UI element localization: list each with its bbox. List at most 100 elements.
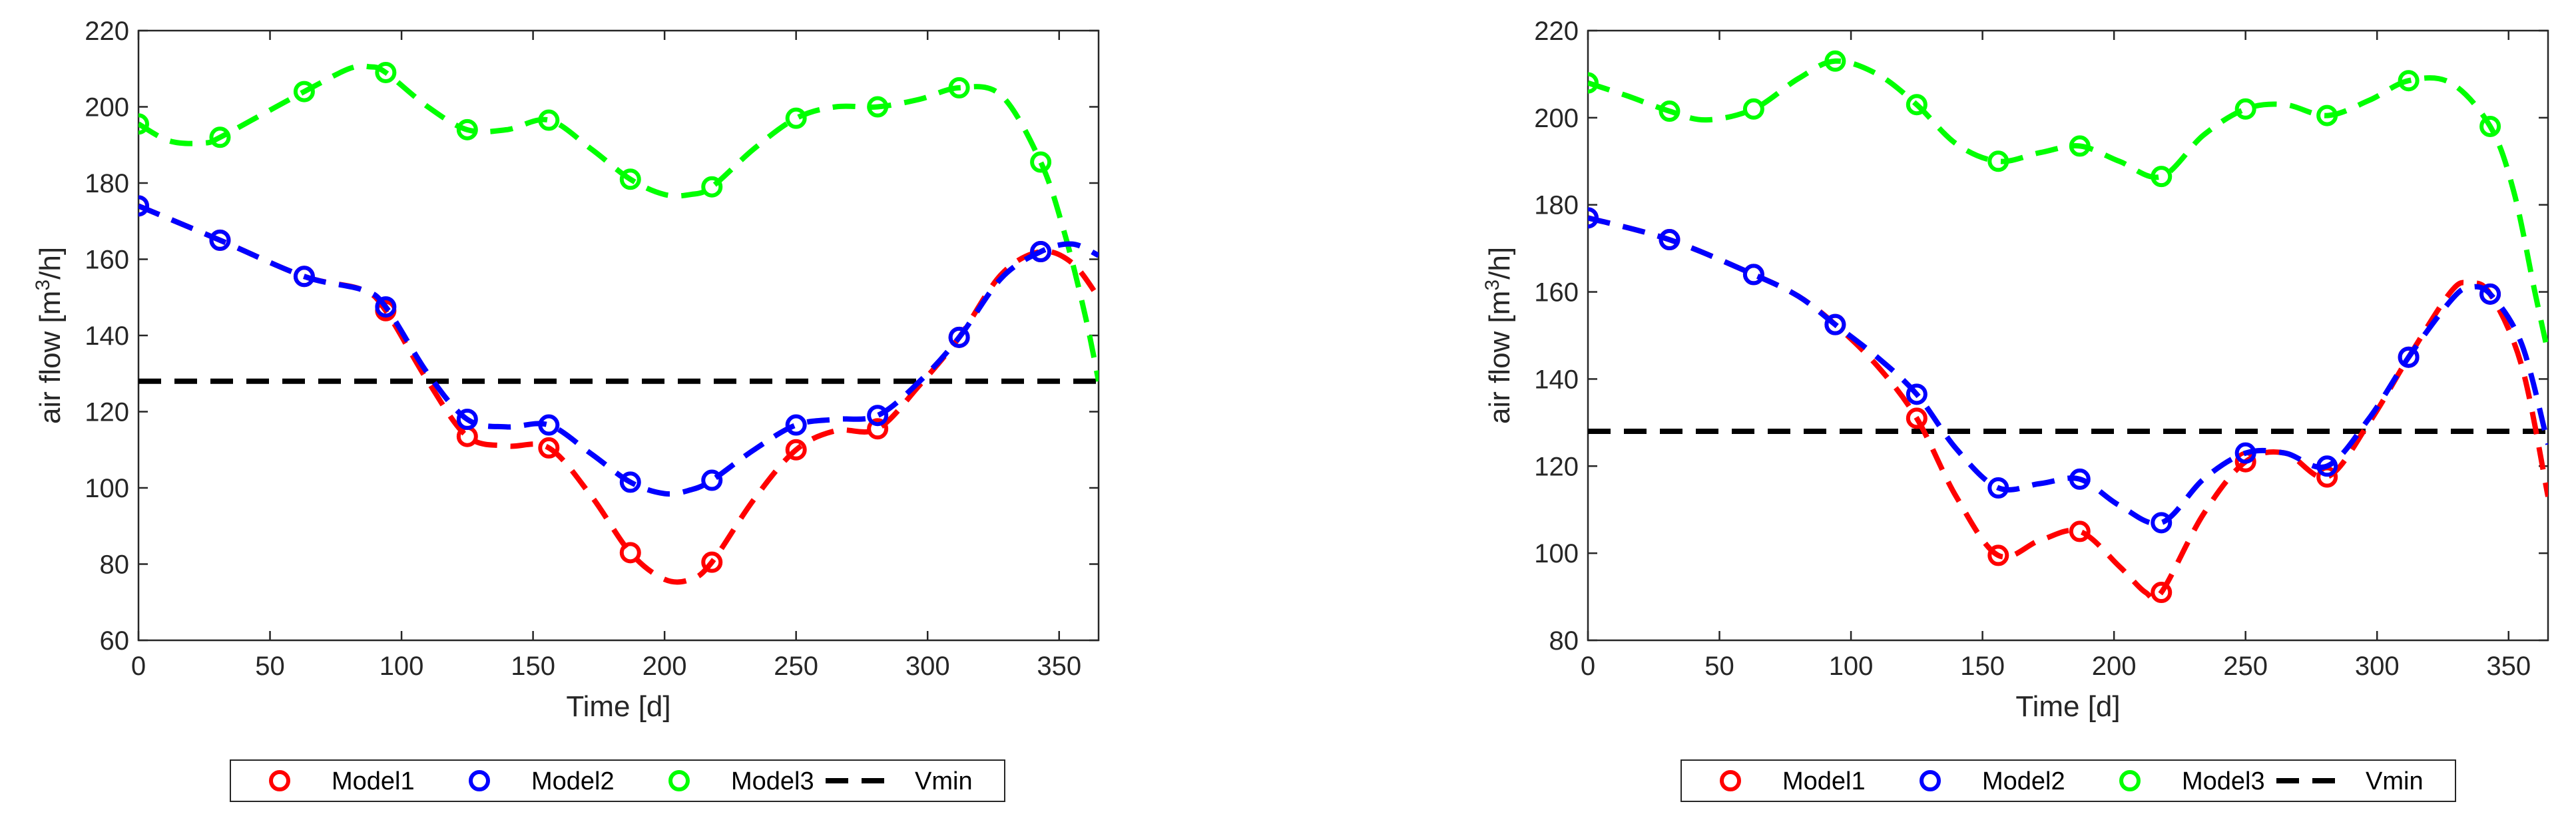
- chart-1-legend-model3-marker: [2119, 770, 2141, 791]
- chart-0-ytick-label: 220: [85, 17, 129, 46]
- chart-0-model1-point: [538, 437, 560, 459]
- chart-0-xtick-label: 0: [131, 652, 146, 681]
- chart-0-y-axis-title-main: air flow [m: [34, 291, 67, 424]
- chart-0-ytick-label: 60: [100, 626, 130, 656]
- chart-1-model2-point: [1742, 264, 1764, 286]
- chart-1-model2-point: [1987, 477, 2009, 499]
- chart-0-legend-model1-marker: [269, 770, 290, 791]
- chart-0-ytick-label: 200: [85, 93, 129, 122]
- chart-0-model1-point: [785, 439, 807, 461]
- chart-1-y-axis-title-superscript: 3: [1481, 280, 1503, 291]
- chart-1-xtick-label: 150: [1960, 652, 2005, 681]
- chart-0-model1-point: [701, 551, 723, 573]
- chart-0-legend-model3-marker: [668, 770, 690, 791]
- chart-0-model3-point: [293, 81, 315, 103]
- chart-0-model3-point: [785, 107, 807, 129]
- chart-0-model2-point: [619, 471, 641, 493]
- chart-1-legend-model1-label: Model1: [1782, 767, 1866, 795]
- chart-0-legend: Model1 Model2 Model3 Vmin: [230, 759, 1005, 802]
- chart-0-y-axis-title: air flow [m3/h]: [32, 247, 67, 424]
- chart-1-model2-point: [1906, 383, 1928, 405]
- chart-0-model2-point: [209, 229, 231, 251]
- chart-1-model3-point: [2151, 166, 2173, 188]
- chart-0-xtick-label: 50: [255, 652, 285, 681]
- chart-1-model1-point: [1987, 544, 2009, 566]
- chart-0-ytick-label: 140: [85, 321, 129, 351]
- chart-0-model1-point: [619, 542, 641, 564]
- chart-0-model3-point: [619, 168, 641, 190]
- chart-1-model3-point: [1588, 72, 1599, 94]
- chart-1-model2-point: [2479, 283, 2501, 305]
- chart-1-model2-point: [2234, 442, 2256, 464]
- chart-1-model3-point: [2398, 70, 2420, 92]
- chart-1-xtick-label: 250: [2223, 652, 2268, 681]
- chart-1-xtick-label: 350: [2486, 652, 2531, 681]
- chart-0-model2-point: [538, 414, 560, 436]
- chart-1-model3-line: [1588, 58, 2548, 354]
- chart-0-xtick-label: 350: [1037, 652, 1081, 681]
- chart-0-model3-point: [456, 118, 478, 140]
- chart-1-model3-point: [1824, 50, 1846, 72]
- chart-1-plot-area: [1588, 50, 2548, 604]
- chart-0-model2-line: [138, 203, 1099, 497]
- chart-1-ytick-label: 120: [1534, 452, 1579, 481]
- chart-1-model1-point: [2069, 520, 2091, 542]
- chart-0-model2-point: [701, 469, 723, 491]
- chart-0-ytick-label: 120: [85, 398, 129, 427]
- chart-1-axes-box: [1587, 29, 2549, 642]
- chart-1-y-axis-title-main: air flow [m: [1483, 291, 1516, 424]
- chart-1-legend-vmin-label: Vmin: [2366, 767, 2424, 795]
- chart-0-model3-point: [138, 113, 149, 135]
- chart-1-model2-point: [2398, 346, 2420, 368]
- chart-0-model3-point: [209, 126, 231, 148]
- chart-0-axes-box: [137, 29, 1100, 642]
- chart-1-model3-point: [2316, 104, 2338, 126]
- chart-1-ytick-label: 80: [1549, 626, 1579, 656]
- chart-0-model3-point: [1030, 151, 1052, 173]
- chart-1-model3-point: [1659, 101, 1680, 122]
- chart-1-model3-point: [1742, 98, 1764, 120]
- chart-0-ytick-label: 80: [100, 550, 130, 580]
- chart-1-xtick-label: 50: [1704, 652, 1734, 681]
- chart-1-legend-model1-marker: [1720, 770, 1741, 791]
- chart-1-ytick-label: 200: [1534, 104, 1579, 133]
- chart-1-xtick-label: 300: [2355, 652, 2400, 681]
- chart-1-legend-model3-label: Model3: [2182, 767, 2265, 795]
- chart-1-x-axis-title: Time [d]: [2015, 690, 2120, 723]
- chart-0-x-axis-title: Time [d]: [566, 690, 670, 723]
- chart-0-ytick-label: 180: [85, 169, 129, 198]
- chart-1-model3-point: [1987, 150, 2009, 172]
- chart-1-model1-point: [1906, 407, 1928, 429]
- chart-1-legend-model2-label: Model2: [1982, 767, 2065, 795]
- chart-1-ytick-label: 180: [1534, 191, 1579, 220]
- chart-0-model3-point: [867, 96, 889, 118]
- chart-0-model3-line: [138, 63, 1099, 382]
- chart-0-model2-point: [948, 326, 970, 348]
- chart-0-legend-model2-marker: [469, 770, 490, 791]
- chart-0-legend-model2-label: Model2: [531, 767, 615, 795]
- chart-1-xtick-label: 100: [1829, 652, 1874, 681]
- chart-0-model2-point: [293, 266, 315, 288]
- chart-1-ytick-label: 160: [1534, 278, 1579, 308]
- right-chart-panel: 0 50 100 150 200 250 300 350 80 100 120 140 160 180 20…: [1481, 17, 2549, 802]
- chart-1-xtick-label: 200: [2092, 652, 2137, 681]
- chart-0-y-axis-title-superscript: 3: [32, 280, 54, 291]
- chart-1-model2-point: [2316, 455, 2338, 477]
- chart-0-model2-point: [1030, 241, 1052, 263]
- chart-0-model3-point: [538, 109, 560, 131]
- chart-0-ytick-label: 100: [85, 474, 129, 503]
- chart-0-model1-point: [867, 418, 889, 440]
- chart-1-ytick-label: 220: [1534, 17, 1579, 46]
- chart-0-model3-point: [948, 77, 970, 99]
- chart-0-model3-point: [375, 61, 397, 83]
- chart-0-xtick-label: 250: [774, 652, 818, 681]
- left-chart-panel: 0 50 100 150 200 250 300 350 60 80 100 120 140 160 180…: [32, 17, 1100, 802]
- chart-1-model3-point: [2479, 115, 2501, 137]
- chart-1-model3-point: [1906, 94, 1928, 116]
- chart-0-legend-vmin-label: Vmin: [915, 767, 973, 795]
- chart-0-xtick-label: 300: [905, 652, 950, 681]
- chart-1-model3-point: [2234, 98, 2256, 120]
- chart-0-legend-model1-label: Model1: [332, 767, 415, 795]
- chart-1-y-axis-title: air flow [m3/h]: [1481, 247, 1516, 424]
